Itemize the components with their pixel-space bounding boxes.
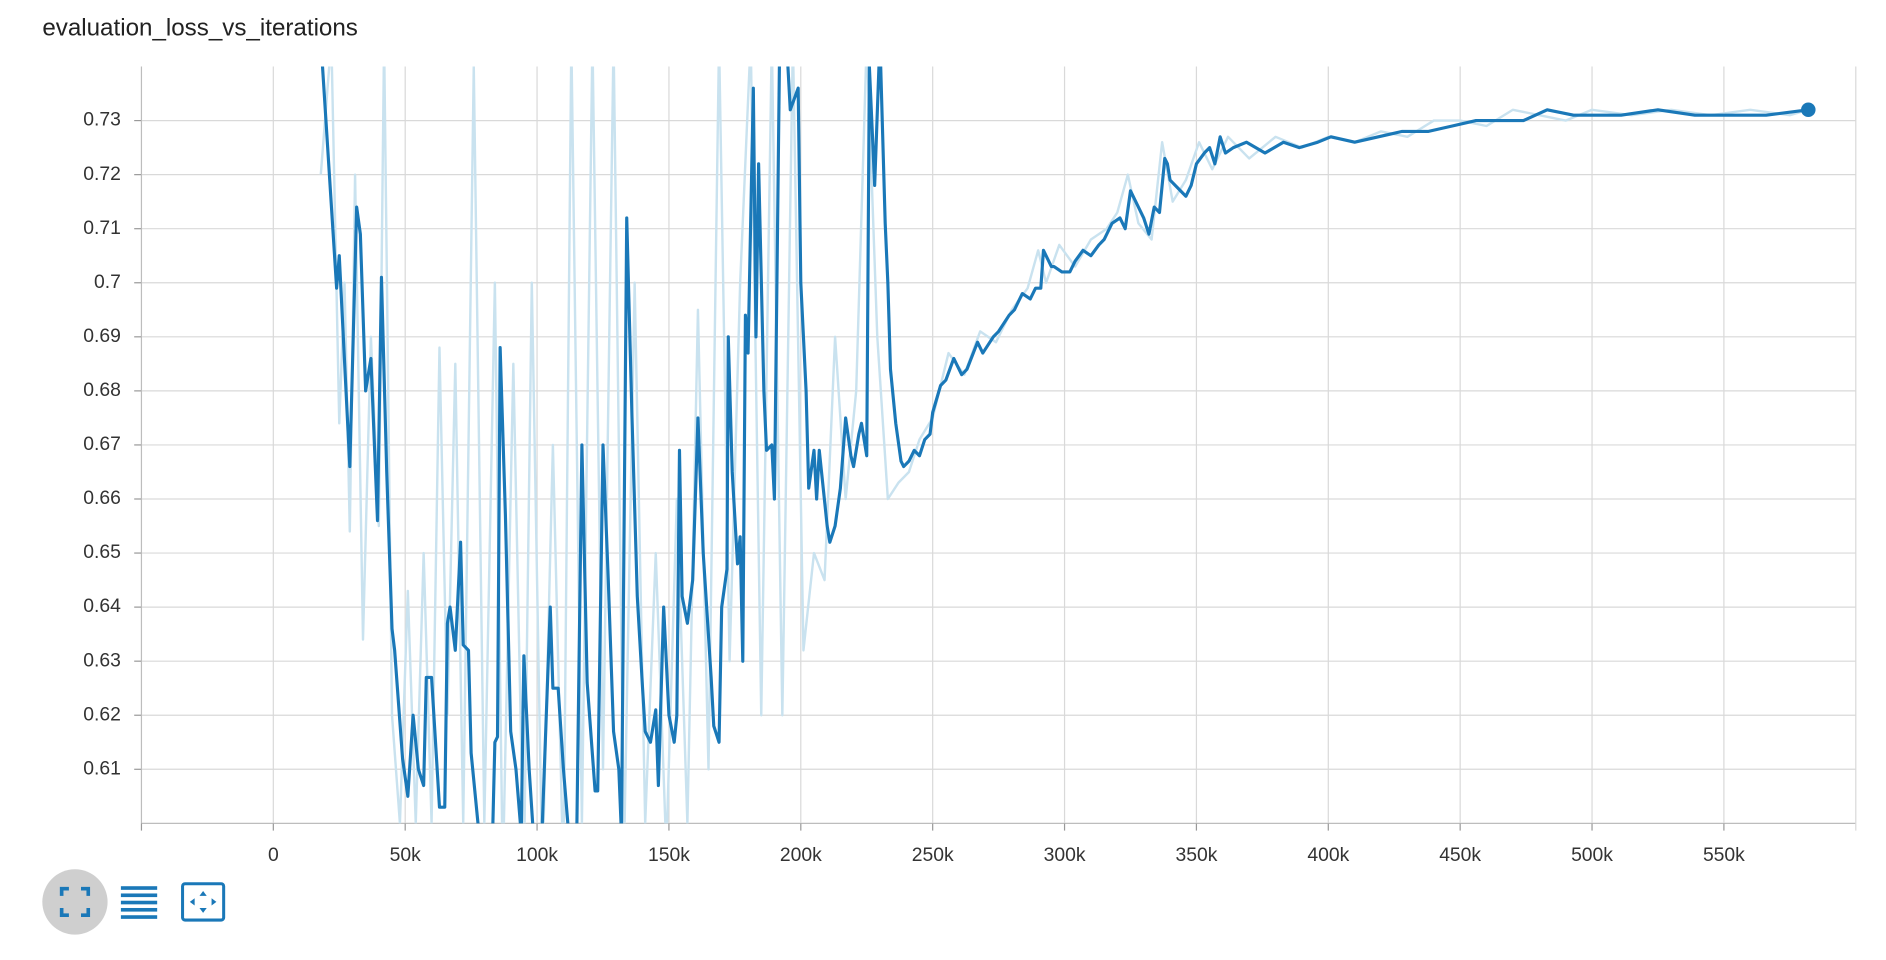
x-tick-label: 550k: [1703, 844, 1745, 866]
x-tick-label: 0: [268, 844, 279, 866]
data-list-button[interactable]: [120, 886, 158, 919]
smoothed-line: [320, 66, 1809, 824]
y-tick-label: 0.72: [83, 163, 121, 185]
y-tick-label: 0.7: [94, 271, 121, 293]
x-tick-label: 100k: [516, 844, 558, 866]
last-point: [1801, 102, 1816, 118]
y-tick-label: 0.73: [83, 109, 121, 131]
plot-area: [319, 66, 1809, 824]
raw-line: [319, 66, 1809, 824]
toolbar: [42, 869, 226, 935]
y-tick-label: 0.67: [83, 433, 121, 455]
y-tick-label: 0.68: [83, 379, 121, 401]
x-tick-label: 250k: [912, 844, 954, 866]
fit-domain-button[interactable]: [181, 882, 226, 922]
x-tick-label: 450k: [1439, 844, 1481, 866]
x-tick-label: 150k: [648, 844, 690, 866]
x-tick-label: 500k: [1571, 844, 1613, 866]
x-tick-label: 50k: [390, 844, 421, 866]
x-tick-label: 300k: [1044, 844, 1086, 866]
y-tick-label: 0.63: [83, 649, 121, 671]
y-tick-label: 0.66: [83, 487, 121, 509]
grid: [134, 66, 1857, 831]
x-tick-label: 400k: [1307, 844, 1349, 866]
chart-title: evaluation_loss_vs_iterations: [42, 14, 358, 41]
y-tick-label: 0.62: [83, 703, 121, 725]
y-tick-label: 0.69: [83, 325, 121, 347]
x-tick-label: 350k: [1175, 844, 1217, 866]
y-tick-label: 0.64: [83, 595, 121, 617]
fullscreen-button[interactable]: [42, 869, 108, 935]
y-tick-label: 0.71: [83, 217, 121, 239]
x-tick-label: 200k: [780, 844, 822, 866]
y-tick-label: 0.61: [83, 757, 121, 779]
y-tick-label: 0.65: [83, 541, 121, 563]
ticks: 0.61 0.62 0.63 0.64 0.65 0.66 0.67 0.68 0.69 0.7 0…: [83, 109, 1745, 866]
